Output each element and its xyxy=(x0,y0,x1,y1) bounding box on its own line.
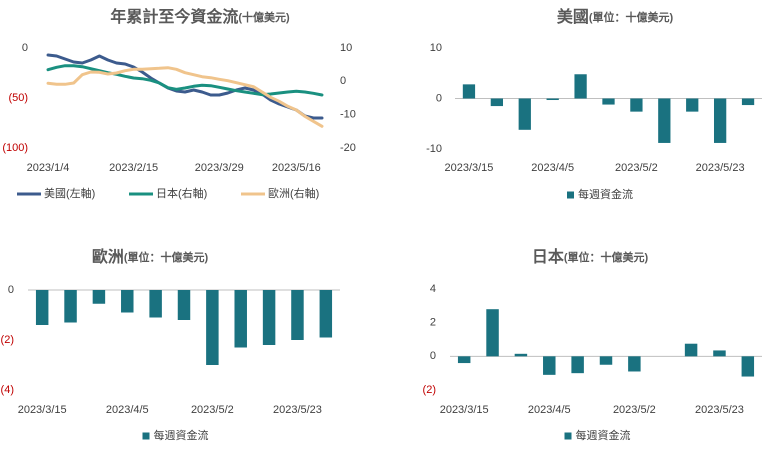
x-tick-label: 2023/3/15 xyxy=(18,404,67,416)
bar xyxy=(574,74,587,99)
bar xyxy=(630,98,643,112)
line-series xyxy=(46,66,324,128)
bar xyxy=(291,290,304,340)
y-tick-label: 0 xyxy=(436,92,442,104)
bar xyxy=(628,356,641,372)
title-main: 年累計至今資金流 xyxy=(110,7,238,26)
line-series xyxy=(46,64,324,97)
x-tick-label: 2023/3/15 xyxy=(440,404,489,416)
x-tick-label: 2023/4/5 xyxy=(528,404,571,416)
x-tick-label: 2023/4/5 xyxy=(106,404,149,416)
x-tick-label: 2023/1/4 xyxy=(27,162,70,174)
bar xyxy=(92,290,106,304)
legend-label: 每週資金流 xyxy=(576,428,631,442)
bar xyxy=(599,356,613,365)
bar xyxy=(319,290,333,338)
y-tick-label: 0 xyxy=(22,42,28,54)
bar xyxy=(518,98,531,130)
y-tick-label: 4 xyxy=(430,283,436,295)
bar xyxy=(35,290,49,325)
x-tick-label: 2023/4/5 xyxy=(531,162,574,174)
legend-swatch xyxy=(142,432,150,440)
legend-label: 美國(左軸) xyxy=(44,186,95,200)
bar xyxy=(206,290,219,365)
legend-swatch xyxy=(567,191,574,199)
title-main: 歐洲 xyxy=(92,247,124,266)
y2-tick-label: 0 xyxy=(340,75,346,87)
title-sub: (十億美元) xyxy=(238,10,290,24)
y-tick-label: (2) xyxy=(1,334,14,346)
y-tick-label: 10 xyxy=(430,42,442,54)
bar xyxy=(741,356,755,377)
bar xyxy=(543,356,556,375)
y-tick-label: (4) xyxy=(1,384,14,396)
y2-tick-label: -20 xyxy=(340,142,356,154)
bar xyxy=(462,84,476,99)
bar xyxy=(684,343,698,357)
y-tick-label: -10 xyxy=(426,143,442,155)
title-sub: (單位：十億美元) xyxy=(589,10,674,24)
y-tick-label: 0 xyxy=(430,350,436,362)
x-tick-label: 2023/5/23 xyxy=(695,404,744,416)
bar xyxy=(234,290,247,348)
bar xyxy=(64,290,77,323)
y-tick-label: (50) xyxy=(8,92,28,104)
bar xyxy=(602,98,615,105)
title-main: 美國 xyxy=(557,7,589,26)
bar xyxy=(713,350,726,357)
legend-swatch xyxy=(564,432,572,440)
y-tick-label: (100) xyxy=(2,142,28,154)
bar xyxy=(177,290,191,320)
x-tick-label: 2023/5/2 xyxy=(613,404,656,416)
x-tick-label: 2023/2/15 xyxy=(109,162,158,174)
bar xyxy=(571,356,584,374)
bar xyxy=(514,353,528,357)
line-series xyxy=(46,53,324,120)
title-main: 日本 xyxy=(532,247,564,266)
y-tick-label: 2 xyxy=(430,317,436,329)
chart-title: 美國(單位：十億美元) xyxy=(557,7,674,26)
x-tick-label: 2023/3/15 xyxy=(444,162,493,174)
bar xyxy=(658,98,671,143)
bar xyxy=(741,98,755,106)
bar xyxy=(262,290,276,345)
legend-label: 歐洲(右軸) xyxy=(268,186,319,200)
chart-title: 日本(單位：十億美元) xyxy=(532,247,649,266)
y-tick-label: 0 xyxy=(8,284,14,296)
bar xyxy=(713,98,727,143)
y-tick-label: (2) xyxy=(423,384,436,396)
y2-tick-label: -10 xyxy=(340,109,356,121)
title-sub: (單位：十億美元) xyxy=(124,250,209,264)
x-tick-label: 2023/5/23 xyxy=(696,162,745,174)
bar xyxy=(486,309,499,357)
bar xyxy=(490,98,504,107)
legend-label: 每週資金流 xyxy=(154,428,209,442)
bar xyxy=(121,290,134,313)
bar xyxy=(546,98,559,101)
x-tick-label: 2023/5/2 xyxy=(615,162,658,174)
chart-title: 年累計至今資金流(十億美元) xyxy=(110,7,290,26)
bar xyxy=(149,290,162,318)
x-tick-label: 2023/5/16 xyxy=(272,162,321,174)
x-tick-label: 2023/5/2 xyxy=(191,404,234,416)
bar xyxy=(457,356,471,364)
x-tick-label: 2023/5/23 xyxy=(273,404,322,416)
legend-label: 日本(右軸) xyxy=(156,186,207,200)
y2-tick-label: 10 xyxy=(340,42,352,54)
legend-label: 每週資金流 xyxy=(578,187,633,201)
bar xyxy=(686,98,699,112)
x-tick-label: 2023/3/29 xyxy=(195,162,244,174)
chart-title: 歐洲(單位：十億美元) xyxy=(92,247,209,266)
title-sub: (單位：十億美元) xyxy=(564,250,649,264)
